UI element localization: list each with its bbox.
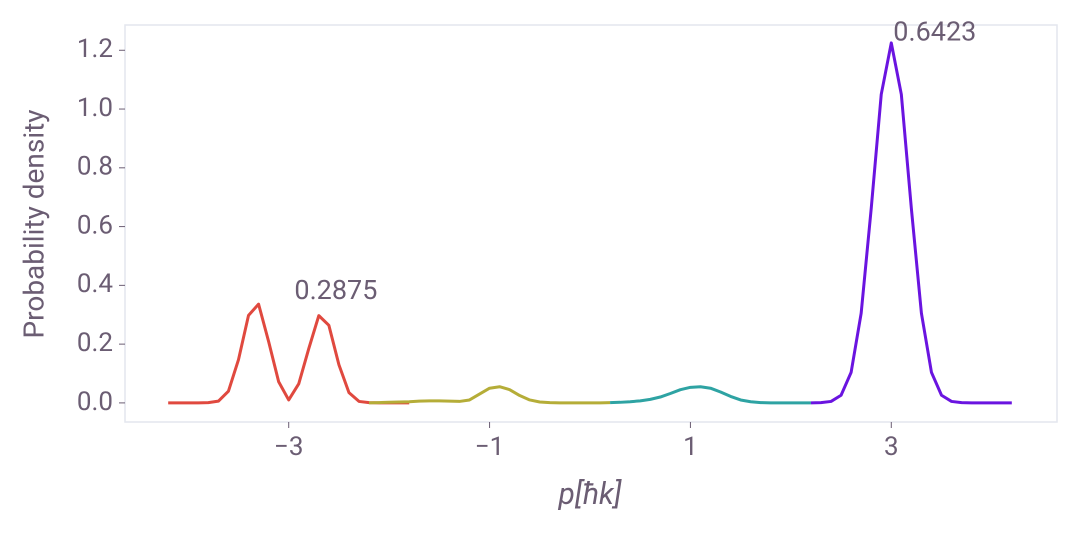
y-tick-label: 1.0 xyxy=(77,93,113,123)
y-tick-label: 0.4 xyxy=(77,269,113,299)
y-tick-label: 0.6 xyxy=(77,210,113,240)
y-axis-label: Probability density xyxy=(17,109,50,338)
series-line xyxy=(369,385,611,405)
y-tick-label: 1.2 xyxy=(77,34,113,64)
x-axis-label: p[ħk] xyxy=(557,477,621,512)
x-tick-label: −1 xyxy=(475,432,504,462)
x-tick-label: 1 xyxy=(683,432,698,462)
x-tick-label: 3 xyxy=(884,432,899,462)
plot-frame xyxy=(124,24,1058,423)
annotation: 0.2875 xyxy=(294,274,377,306)
x-tick-label: −3 xyxy=(274,432,303,462)
series-line xyxy=(810,41,1012,405)
y-tick-label: 0.2 xyxy=(77,328,113,358)
annotation: 0.6423 xyxy=(893,15,976,47)
y-tick-label: 0.8 xyxy=(77,152,113,182)
series-line xyxy=(610,385,811,405)
series-line xyxy=(168,302,410,405)
y-tick-label: 0.0 xyxy=(77,387,113,417)
